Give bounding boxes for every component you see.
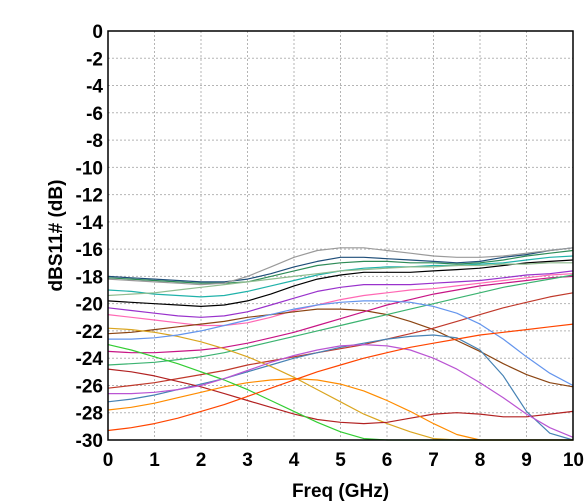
series-line-1 [107,247,574,283]
y-axis-title: dBS11# (dB) [46,180,67,292]
series-line-7 [107,273,574,327]
y-tick-label: -30 [76,431,103,452]
y-tick-label: -10 [76,158,103,179]
series-line-10 [107,274,574,366]
x-tick-label: 5 [335,450,346,471]
x-tick-label: 0 [103,450,114,471]
y-tick-label: -22 [76,322,103,343]
series-line-5 [107,259,574,307]
x-tick-label: 4 [289,450,300,471]
y-tick-label: -28 [76,404,103,425]
y-tick-label: 0 [92,22,103,43]
y-tick-label: -8 [86,131,103,152]
series-line-11 [107,292,574,389]
series-line-3 [107,247,574,286]
series-line-16 [108,300,574,387]
y-tick-label: -6 [86,104,103,125]
y-tick-label: -26 [76,376,103,397]
series-line-9 [107,275,574,354]
x-tick-label: 2 [196,450,207,471]
y-tick-label: -14 [76,213,104,234]
x-tick-label: 7 [428,450,439,471]
series-line-2 [107,249,574,284]
x-tick-labels: 0 1 2 3 4 5 6 7 8 9 10 [103,450,584,471]
series-line-14 [107,368,574,425]
y-tick-label: -20 [76,295,103,316]
x-tick-label: 8 [475,450,486,471]
y-tick-labels: 0 -2 -4 -6 -8 -10 -12 -14 -16 -18 -20 -22 -24 -26 -28 -… [76,22,104,452]
y-tick-label: -16 [76,240,103,261]
y-tick-label: -2 [86,49,103,70]
y-tick-label: -24 [76,349,104,370]
y-tick-label: -4 [86,77,103,98]
series-line-8 [107,308,574,388]
y-tick-label: -18 [76,267,103,288]
x-tick-label: 6 [382,450,393,471]
x-tick-label: 9 [521,450,532,471]
x-tick-label: 10 [563,450,584,471]
series-line-20 [107,323,574,432]
x-tick-label: 3 [242,450,253,471]
grid-lines [108,31,573,440]
series-line-19 [108,344,574,438]
x-tick-label: 1 [149,450,160,471]
x-axis-title: Freq (GHz) [292,481,389,502]
plot-frame [107,30,574,441]
series-line-18 [107,262,573,297]
y-tick-label: -12 [76,186,103,207]
series-line-6 [107,270,574,318]
series-lines [107,247,574,441]
